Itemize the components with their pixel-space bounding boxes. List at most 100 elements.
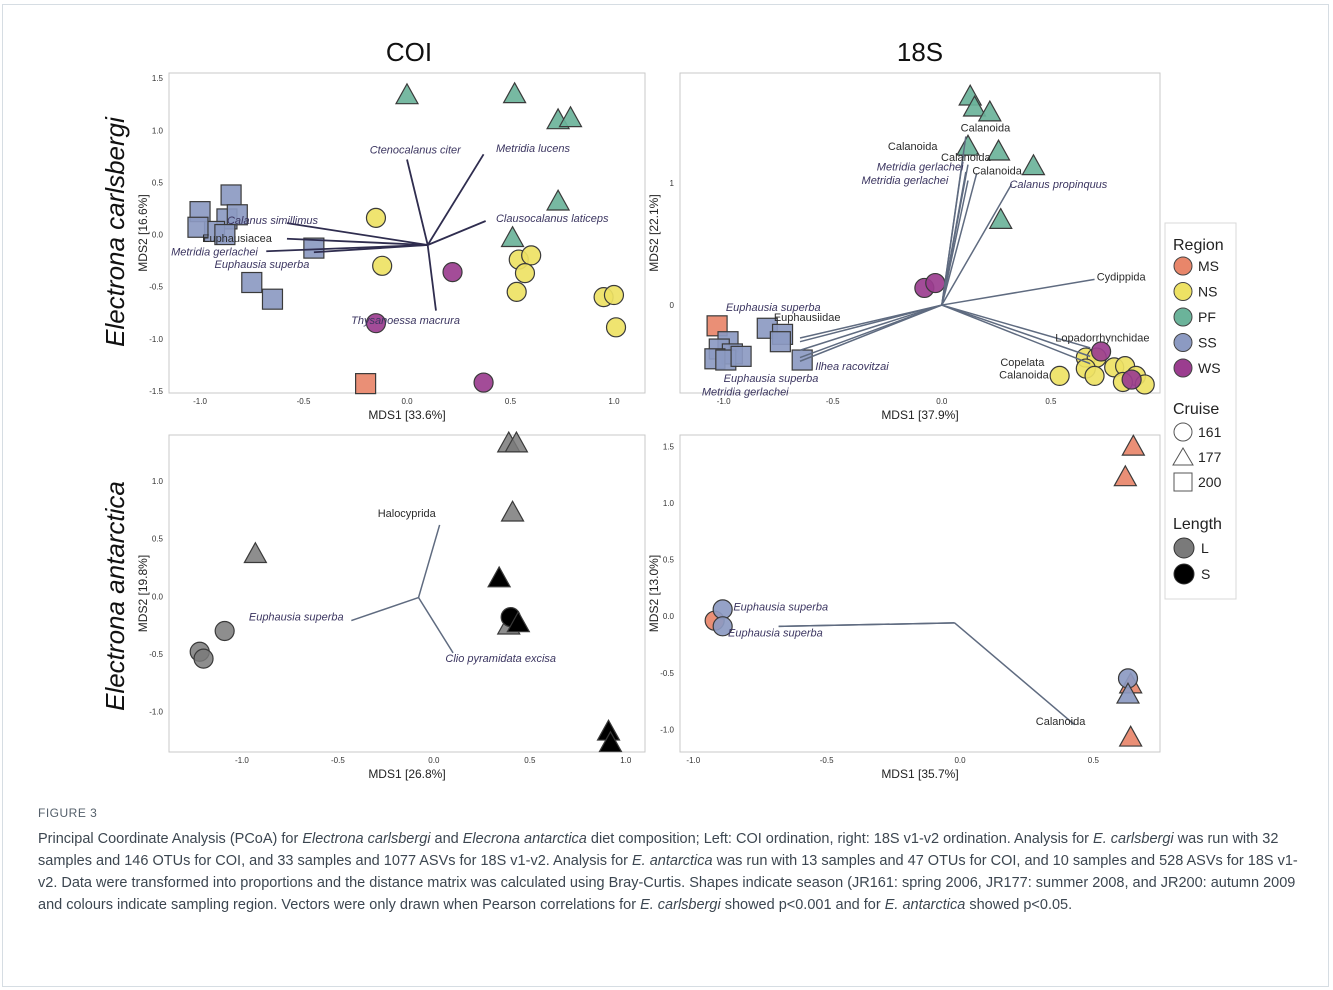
x-tick-label: 0.0 [954, 756, 966, 765]
y-tick-label: 0.5 [152, 535, 164, 544]
caption-run: diet composition; Left: COI ordination, … [586, 831, 1094, 847]
vector-line [351, 596, 419, 622]
vector-line [941, 180, 969, 306]
plot-panels: -1.0 -0.5 0.0 0.5 1.0 -1.5 -1.0 -0.5 0.0 0.5 1.0 1.… [136, 72, 1161, 781]
y-tick-label: 0.5 [663, 556, 675, 565]
vector-line [941, 153, 965, 306]
y-tick-label: -0.5 [149, 283, 163, 292]
data-point [1118, 725, 1143, 747]
data-point [706, 315, 728, 337]
vector-label: Metridia lucens [496, 143, 570, 155]
vector-label: Calanoida [961, 123, 1011, 135]
legend-cruise-swatch [1173, 472, 1193, 492]
y-tick-label: 0.0 [152, 231, 164, 240]
y-tick-label: 0.0 [663, 612, 675, 621]
legend-length-title: Length [1173, 516, 1222, 533]
data-point [506, 281, 527, 302]
legend-items: MS NS PF SS WS 161 177 200 LS [1172, 256, 1222, 585]
vector-label: Calanoida [1036, 716, 1086, 728]
vector-line [286, 222, 428, 246]
vector-label: Euphausia superba [726, 302, 821, 314]
figure-caption: FIGURE 3 Principal Coordinate Analysis (… [38, 806, 1308, 916]
x-tick-label: -1.0 [717, 397, 731, 406]
vector-label: Ctenocalanus citer [370, 144, 462, 156]
vector-label: Metridia gerlachei [171, 246, 258, 258]
y-tick-label: 1.5 [152, 74, 164, 83]
data-point [365, 207, 387, 228]
vector-line [941, 172, 978, 306]
vector-label: Calanus simillimus [227, 215, 319, 227]
y-axis-label: MDS2 [16.6%] [136, 194, 150, 271]
vector-label: Metridia gerlachei [862, 175, 949, 187]
x-axis-label: MDS1 [37.9%] [881, 408, 958, 422]
legend-region-swatch [1173, 333, 1193, 352]
data-point [500, 499, 525, 522]
data-point [925, 272, 946, 294]
data-point [243, 541, 268, 564]
vector-line [406, 159, 429, 246]
vector-line [417, 597, 454, 654]
y-tick-label: 0.5 [152, 178, 164, 187]
vector-label: Calanoida [941, 152, 991, 164]
data-point [977, 99, 1002, 122]
row-title-antarctica: Electrona antarctica [100, 481, 130, 711]
vector-line [941, 304, 1091, 349]
legend-region-swatch [1173, 256, 1193, 276]
legend-region-swatch [1173, 358, 1193, 378]
vector-label: Thysanoessa macrura [351, 315, 460, 327]
data-point [504, 430, 529, 453]
legend: Region Cruise Length MS NS PF SS WS 161 177 200… [1164, 222, 1237, 600]
data-point [1113, 464, 1138, 487]
legend-cruise-swatch [1172, 447, 1194, 466]
plot-area [679, 72, 1161, 394]
data-point [226, 204, 248, 226]
y-tick-label: -1.0 [149, 708, 163, 717]
data-point [214, 620, 235, 642]
legend-cruise-title: Cruise [1173, 401, 1219, 418]
y-tick-label: 1.5 [663, 442, 675, 451]
vector-label: Lopadorrhynchidae [1055, 333, 1149, 345]
data-point [214, 223, 236, 246]
y-tick-label: 1.0 [152, 126, 164, 135]
caption-italic-run: E. carlsbergi [1093, 831, 1174, 847]
data-point [365, 313, 387, 334]
vector-label: Calanoida [888, 141, 938, 153]
x-tick-label: 0.0 [401, 397, 413, 406]
x-tick-label: -0.5 [820, 756, 834, 765]
x-axis-label: MDS1 [33.6%] [368, 408, 445, 422]
vector-label: Clausocalanus laticeps [496, 213, 609, 225]
data-point [986, 138, 1011, 161]
figure-plots: COI 18S Electrona carlsbergi Electrona a… [100, 37, 1237, 781]
data-point [355, 373, 377, 395]
legend-length-swatch [1173, 537, 1195, 559]
vector-label: Calanoida [972, 165, 1022, 177]
data-point [521, 245, 542, 266]
data-point [962, 94, 987, 117]
x-tick-label: -0.5 [297, 397, 311, 406]
data-point [712, 616, 733, 637]
data-point [558, 105, 583, 128]
data-point [502, 81, 527, 104]
caption-run: showed p<0.05. [965, 897, 1073, 913]
legend-region-label: PF [1198, 309, 1216, 325]
vector-label: Metridia gerlachei [702, 386, 789, 398]
vector-line [941, 304, 1091, 358]
x-tick-label: 0.5 [524, 756, 536, 765]
data-point [442, 261, 463, 283]
y-axis-label: MDS2 [22.1%] [647, 194, 661, 271]
y-tick-label: -0.5 [149, 650, 163, 659]
figure-label: FIGURE 3 [38, 806, 98, 820]
figure-frame [2, 4, 1329, 987]
y-tick-label: 1 [670, 179, 675, 188]
data-point [241, 271, 263, 294]
vector-label: Ilhea racovitzai [815, 361, 889, 373]
data-point [220, 184, 242, 206]
x-tick-label: -0.5 [826, 397, 840, 406]
y-tick-label: -0.5 [660, 669, 674, 678]
legend-region-label: NS [1198, 284, 1217, 300]
x-axis-label: MDS1 [26.8%] [368, 767, 445, 781]
x-axis-label: MDS1 [35.7%] [881, 767, 958, 781]
vector-line [954, 622, 1076, 726]
vector-label: Euphausia superba [733, 601, 828, 613]
vector-label: Calanus propinquus [1009, 179, 1107, 191]
